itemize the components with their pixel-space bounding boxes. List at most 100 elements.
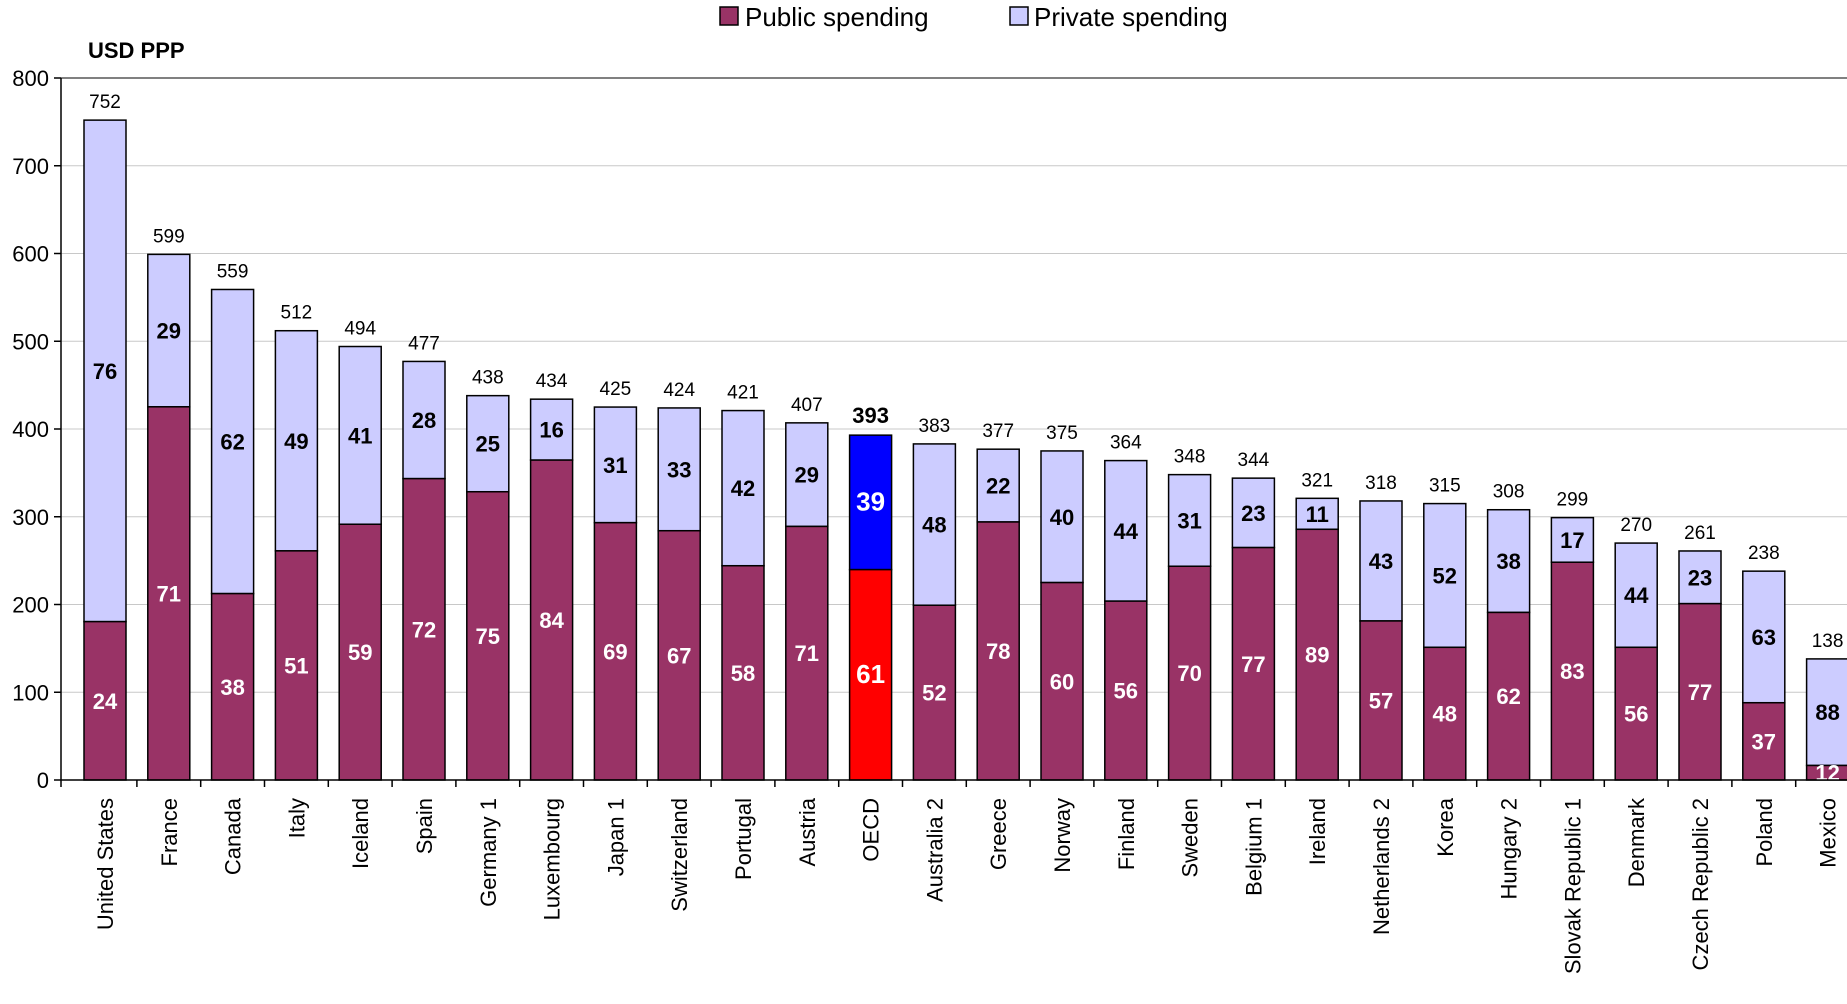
total-label: 308	[1493, 482, 1525, 503]
total-label: 321	[1301, 470, 1333, 491]
x-tick-label: Greece	[986, 798, 1011, 870]
private-share-label: 38	[1496, 549, 1520, 574]
bar-public	[466, 490, 510, 781]
total-label: 425	[600, 379, 632, 400]
total-label: 364	[1110, 433, 1142, 454]
x-tick-label: France	[157, 798, 182, 866]
total-label: 315	[1429, 476, 1461, 497]
y-axis: 0 100 200 300 400 500 600 700 800	[12, 66, 62, 793]
bar-private	[1614, 542, 1658, 649]
total-label: 318	[1365, 473, 1397, 494]
bar-public	[210, 592, 255, 781]
x-tick-label: OECD	[859, 798, 884, 862]
public-share-label: 51	[284, 653, 308, 678]
bar-private	[912, 443, 957, 606]
x-tick-label: Spain	[412, 798, 437, 854]
legend-label-private: Private spending	[1034, 2, 1228, 32]
bar-public	[1359, 620, 1403, 781]
public-share-label: 38	[220, 675, 244, 700]
total-label: 599	[153, 226, 185, 247]
public-share-label: 70	[1177, 661, 1201, 686]
bar-public	[274, 550, 319, 781]
x-tick-label: Sweden	[1178, 798, 1203, 878]
bar-public	[402, 477, 446, 781]
private-share-label: 43	[1369, 549, 1393, 574]
x-tick-label: Poland	[1752, 798, 1777, 867]
public-share-label: 56	[1624, 702, 1648, 727]
public-share-label: 61	[856, 659, 885, 689]
bar-private	[274, 329, 319, 552]
public-share-label: 37	[1752, 729, 1776, 754]
x-tick-label: Australia 2	[922, 798, 947, 902]
private-share-label: 29	[795, 463, 819, 488]
bar-private	[466, 394, 510, 493]
x-tick-label: Norway	[1050, 798, 1075, 873]
public-share-label: 78	[986, 639, 1010, 664]
x-tick-label: Korea	[1433, 797, 1458, 856]
total-label: 434	[536, 371, 568, 392]
public-share-label: 77	[1241, 652, 1265, 677]
y-tick-label: 100	[12, 680, 49, 705]
public-share-label: 56	[1114, 679, 1138, 704]
bar-public	[1040, 581, 1084, 781]
x-tick-label: Switzerland	[667, 798, 692, 912]
bar-private	[529, 398, 574, 461]
bar-public	[83, 620, 127, 781]
bar-public	[1295, 528, 1339, 781]
public-share-label: 24	[93, 689, 118, 714]
bar-private	[1486, 508, 1531, 614]
x-axis: United States France Canada Italy Iceland Spa…	[60, 779, 1847, 974]
x-tick-label: Canada	[221, 797, 246, 875]
private-share-label: 41	[348, 423, 372, 448]
total-label: 299	[1557, 490, 1589, 511]
public-share-label: 60	[1050, 669, 1074, 694]
x-tick-label: Luxembourg	[540, 798, 565, 920]
private-share-label: 22	[986, 474, 1010, 499]
private-share-label: 49	[284, 429, 308, 454]
public-share-label: 59	[348, 640, 372, 665]
y-tick-label: 600	[12, 242, 49, 267]
legend: Public spending Private spending	[719, 2, 1228, 32]
x-tick-label: Ireland	[1305, 798, 1330, 865]
y-tick-label: 700	[12, 154, 49, 179]
bar-public	[529, 459, 574, 781]
public-share-label: 67	[667, 643, 691, 668]
bar-private	[1040, 450, 1084, 584]
total-label: 438	[472, 368, 504, 389]
bar-private	[1231, 477, 1276, 549]
total-label: 407	[791, 395, 823, 416]
total-label: 375	[1046, 423, 1078, 444]
public-share-label: 84	[539, 608, 564, 633]
public-share-label: 71	[795, 641, 819, 666]
bar-public	[1231, 546, 1276, 781]
y-tick-label: 500	[12, 329, 49, 354]
private-share-label: 25	[476, 432, 500, 457]
total-label: 344	[1238, 450, 1270, 471]
private-share-label: 62	[220, 430, 244, 455]
bar-private	[210, 288, 255, 595]
bar-public	[785, 525, 829, 781]
y-axis-title: USD PPP	[88, 38, 185, 63]
public-share-label: 75	[476, 624, 500, 649]
x-tick-label: Czech Republic 2	[1688, 798, 1713, 970]
total-label: 424	[663, 380, 695, 401]
bar-private	[1423, 502, 1467, 649]
x-tick-label: Finland	[1114, 798, 1139, 870]
public-share-label: 69	[603, 639, 627, 664]
public-share-label: 57	[1369, 688, 1393, 713]
private-share-label: 44	[1624, 583, 1649, 608]
bars: 76 24 752 29 71 599 62 38 559 49 51 512 41 59 494 28 72 4…	[83, 92, 1847, 786]
private-share-label: 39	[856, 486, 885, 516]
x-tick-label: Netherlands 2	[1369, 798, 1394, 935]
private-share-label: 29	[157, 319, 181, 344]
bar-private	[83, 119, 127, 623]
bar-private	[1550, 516, 1595, 563]
bar-private	[402, 360, 446, 480]
bar-private	[1742, 570, 1786, 704]
bar-private	[785, 422, 829, 528]
private-share-label: 40	[1050, 505, 1074, 530]
private-share-label: 17	[1560, 528, 1584, 553]
bar-public	[721, 564, 765, 781]
